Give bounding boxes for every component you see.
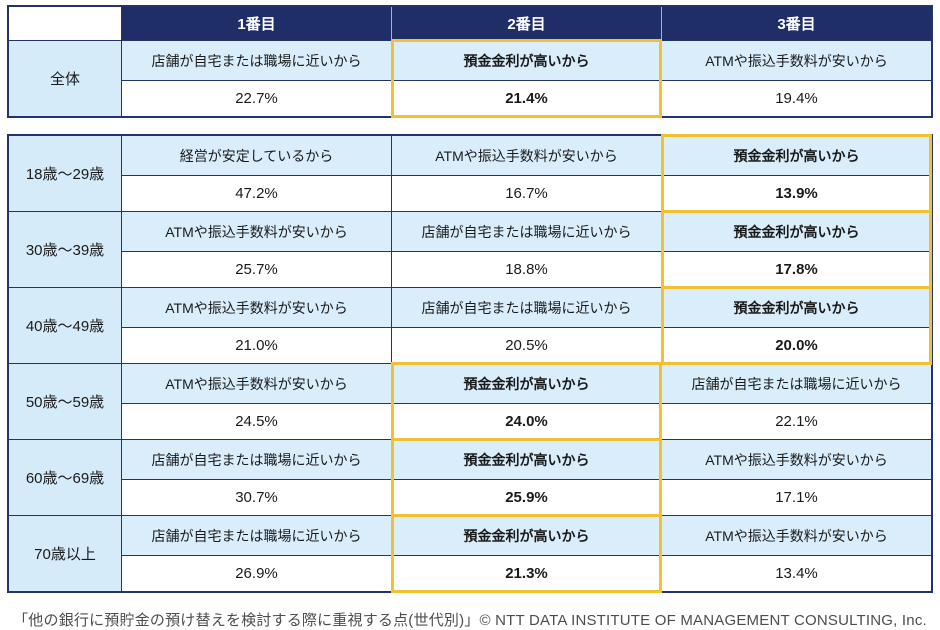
percentage-value: 26.9% bbox=[122, 556, 391, 591]
percentage-value: 21.3% bbox=[392, 556, 661, 591]
percentage-value: 30.7% bbox=[122, 480, 391, 515]
percentage-value: 24.0% bbox=[392, 404, 661, 439]
answer-cell: 店舗が自宅または職場に近いから 22.1% bbox=[661, 364, 931, 439]
row-label-overall: 全体 bbox=[9, 41, 121, 116]
percentage-value: 20.5% bbox=[392, 328, 661, 363]
percentage-value: 18.8% bbox=[392, 252, 661, 287]
percentage-value: 19.4% bbox=[662, 81, 931, 116]
row-label-age: 30歳～39歳 bbox=[9, 212, 121, 287]
reason-text: ATMや振込手数料が安いから bbox=[662, 516, 931, 556]
row-label-age: 60歳～69歳 bbox=[9, 440, 121, 515]
percentage-value: 17.8% bbox=[662, 252, 931, 287]
row-label-age: 70歳以上 bbox=[9, 516, 121, 591]
answer-cell: 店舗が自宅または職場に近いから 30.7% bbox=[121, 440, 391, 515]
answer-cell-highlighted: 預金金利が高いから 21.4% bbox=[391, 39, 662, 118]
answer-cell: 店舗が自宅または職場に近いから 18.8% bbox=[391, 212, 661, 287]
percentage-value: 13.4% bbox=[662, 556, 931, 591]
reason-text: 店舗が自宅または職場に近いから bbox=[122, 516, 391, 556]
reason-text: 預金金利が高いから bbox=[662, 212, 931, 252]
percentage-value: 25.7% bbox=[122, 252, 391, 287]
reason-text: ATMや振込手数料が安いから bbox=[662, 41, 931, 81]
reason-text: ATMや振込手数料が安いから bbox=[662, 440, 931, 480]
answer-cell-highlighted: 預金金利が高いから 24.0% bbox=[391, 362, 662, 441]
reason-text: 預金金利が高いから bbox=[662, 136, 931, 176]
table-header-row: 1番目 2番目 3番目 bbox=[9, 7, 931, 40]
reason-text: 店舗が自宅または職場に近いから bbox=[122, 440, 391, 480]
reason-text: ATMや振込手数料が安いから bbox=[392, 136, 661, 176]
table-row-30-39: 30歳～39歳 ATMや振込手数料が安いから 25.7% 店舗が自宅または職場に… bbox=[9, 210, 932, 289]
table-gap bbox=[7, 118, 933, 134]
table-row-18-29: 18歳～29歳 経営が安定しているから 47.2% ATMや振込手数料が安いから… bbox=[9, 134, 932, 213]
percentage-value: 22.1% bbox=[662, 404, 931, 439]
percentage-value: 21.0% bbox=[122, 328, 391, 363]
answer-cell: ATMや振込手数料が安いから 19.4% bbox=[661, 41, 931, 116]
reason-text: ATMや振込手数料が安いから bbox=[122, 364, 391, 404]
answer-cell: ATMや振込手数料が安いから 25.7% bbox=[121, 212, 391, 287]
reason-text: 店舗が自宅または職場に近いから bbox=[662, 364, 931, 404]
answer-cell: 店舗が自宅または職場に近いから 22.7% bbox=[121, 41, 391, 116]
table-row-60-69: 60歳～69歳 店舗が自宅または職場に近いから 30.7% 預金金利が高いから … bbox=[9, 438, 931, 517]
column-header-rank1: 1番目 bbox=[121, 7, 391, 40]
reason-text: ATMや振込手数料が安いから bbox=[122, 288, 391, 328]
reason-text: 預金金利が高いから bbox=[392, 440, 661, 480]
reason-text: 預金金利が高いから bbox=[392, 364, 661, 404]
answer-cell: 店舗が自宅または職場に近いから 20.5% bbox=[391, 288, 661, 363]
percentage-value: 25.9% bbox=[392, 480, 661, 515]
reason-text: 店舗が自宅または職場に近いから bbox=[122, 41, 391, 81]
reason-text: 店舗が自宅または職場に近いから bbox=[392, 212, 661, 252]
row-label-age: 18歳～29歳 bbox=[9, 136, 121, 211]
column-header-rank2: 2番目 bbox=[391, 7, 661, 40]
answer-cell: ATMや振込手数料が安いから 21.0% bbox=[121, 288, 391, 363]
table-row-50-59: 50歳～59歳 ATMや振込手数料が安いから 24.5% 預金金利が高いから 2… bbox=[9, 362, 931, 441]
answer-cell-highlighted: 預金金利が高いから 13.9% bbox=[661, 134, 932, 213]
reason-text: 預金金利が高いから bbox=[392, 41, 661, 81]
row-label-age: 50歳～59歳 bbox=[9, 364, 121, 439]
answer-cell: ATMや振込手数料が安いから 24.5% bbox=[121, 364, 391, 439]
percentage-value: 22.7% bbox=[122, 81, 391, 116]
answer-cell: ATMや振込手数料が安いから 13.4% bbox=[661, 516, 931, 591]
overall-table: 1番目 2番目 3番目 全体 店舗が自宅または職場に近いから 22.7% 預金金… bbox=[7, 5, 933, 118]
percentage-value: 24.5% bbox=[122, 404, 391, 439]
percentage-value: 13.9% bbox=[662, 176, 931, 211]
percentage-value: 16.7% bbox=[392, 176, 661, 211]
percentage-value: 21.4% bbox=[392, 81, 661, 116]
table-row-40-49: 40歳～49歳 ATMや振込手数料が安いから 21.0% 店舗が自宅または職場に… bbox=[9, 286, 932, 365]
answer-cell: 経営が安定しているから 47.2% bbox=[121, 136, 391, 211]
answer-cell-highlighted: 預金金利が高いから 20.0% bbox=[661, 286, 932, 365]
reason-text: 店舗が自宅または職場に近いから bbox=[392, 288, 661, 328]
column-header-rank3: 3番目 bbox=[661, 7, 931, 40]
table-row-70plus: 70歳以上 店舗が自宅または職場に近いから 26.9% 預金金利が高いから 21… bbox=[9, 514, 931, 593]
corner-cell bbox=[9, 7, 121, 40]
percentage-value: 17.1% bbox=[662, 480, 931, 515]
age-groups-table: 18歳～29歳 経営が安定しているから 47.2% ATMや振込手数料が安いから… bbox=[7, 134, 933, 593]
reason-text: 経営が安定しているから bbox=[122, 136, 391, 176]
answer-cell: ATMや振込手数料が安いから 17.1% bbox=[661, 440, 931, 515]
percentage-value: 20.0% bbox=[662, 328, 931, 363]
answer-cell-highlighted: 預金金利が高いから 25.9% bbox=[391, 438, 662, 517]
row-label-age: 40歳～49歳 bbox=[9, 288, 121, 363]
reason-text: ATMや振込手数料が安いから bbox=[122, 212, 391, 252]
answer-cell: ATMや振込手数料が安いから 16.7% bbox=[391, 136, 661, 211]
percentage-value: 47.2% bbox=[122, 176, 391, 211]
table-row-overall: 全体 店舗が自宅または職場に近いから 22.7% 預金金利が高いから 21.4%… bbox=[9, 39, 931, 118]
table-caption: 「他の銀行に預貯金の預け替えを検討する際に重視する点(世代別)」© NTT DA… bbox=[13, 612, 927, 629]
answer-cell: 店舗が自宅または職場に近いから 26.9% bbox=[121, 516, 391, 591]
answer-cell-highlighted: 預金金利が高いから 17.8% bbox=[661, 210, 932, 289]
answer-cell-highlighted: 預金金利が高いから 21.3% bbox=[391, 514, 662, 593]
reason-text: 預金金利が高いから bbox=[392, 516, 661, 556]
reason-text: 預金金利が高いから bbox=[662, 288, 931, 328]
